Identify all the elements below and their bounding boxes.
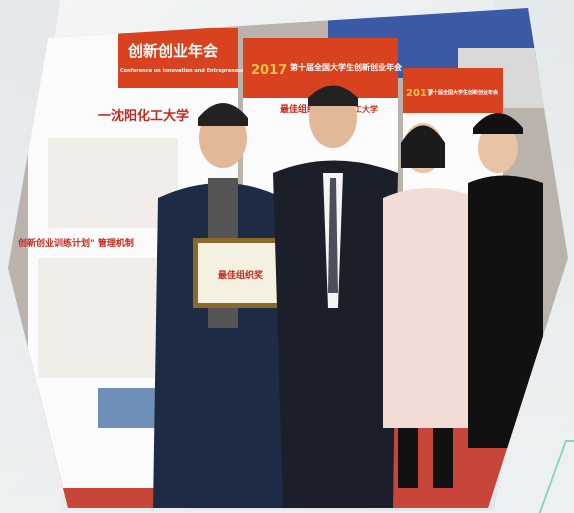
left-board-title: 一沈阳化工大学 <box>98 108 189 124</box>
photo-scene: 创新创业年会 Conference on Innovation and Entr… <box>8 8 568 508</box>
right-banner-year: 2017 <box>406 88 434 99</box>
event-photo: 创新创业年会 Conference on Innovation and Entr… <box>8 8 568 508</box>
middle-banner-title: 第十届全国大学生创新创业年会 <box>290 62 402 72</box>
left-board-banner <box>118 28 238 88</box>
middle-board-banner <box>243 38 398 98</box>
left-banner-title: 创新创业年会 <box>127 42 218 60</box>
left-board-section-title: 创新创业训练计划" 管理机制 <box>17 237 134 249</box>
right-board-banner <box>403 68 503 113</box>
plaque-text: 最佳组织奖 <box>218 269 264 281</box>
person-woman-black-hat <box>468 113 543 448</box>
middle-banner-year: 2017 <box>251 63 287 78</box>
right-banner-title: 第十届全国大学生创新创业年会 <box>428 89 498 96</box>
left-board-text-block <box>48 138 178 228</box>
person-man-in-suit <box>273 85 398 508</box>
person-woman-pink-coat <box>383 123 478 488</box>
left-banner-subtitle: Conference on Innovation and Entrepreneu… <box>120 68 257 74</box>
